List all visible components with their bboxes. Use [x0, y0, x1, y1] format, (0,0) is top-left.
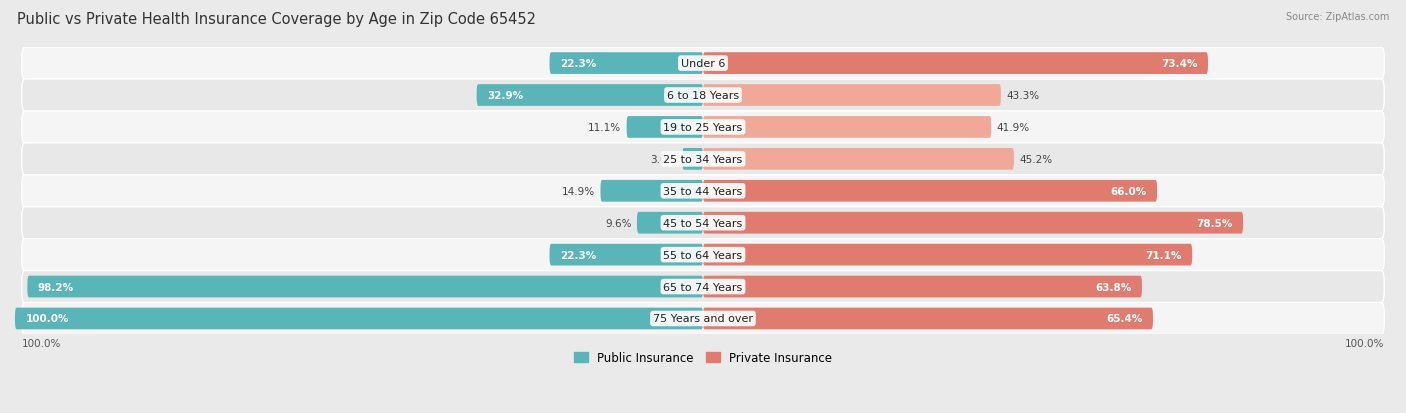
Text: 63.8%: 63.8% [1095, 282, 1132, 292]
FancyBboxPatch shape [703, 53, 1208, 75]
FancyBboxPatch shape [21, 176, 1385, 207]
Text: Under 6: Under 6 [681, 59, 725, 69]
Text: 98.2%: 98.2% [38, 282, 75, 292]
FancyBboxPatch shape [703, 244, 1192, 266]
Text: 55 to 64 Years: 55 to 64 Years [664, 250, 742, 260]
FancyBboxPatch shape [703, 276, 1142, 298]
FancyBboxPatch shape [15, 308, 703, 330]
FancyBboxPatch shape [703, 212, 1243, 234]
Text: 71.1%: 71.1% [1146, 250, 1182, 260]
Text: 6 to 18 Years: 6 to 18 Years [666, 91, 740, 101]
FancyBboxPatch shape [21, 48, 1385, 80]
Text: 75 Years and over: 75 Years and over [652, 314, 754, 324]
Text: 9.6%: 9.6% [605, 218, 631, 228]
FancyBboxPatch shape [21, 207, 1385, 239]
FancyBboxPatch shape [21, 303, 1385, 335]
FancyBboxPatch shape [600, 180, 703, 202]
Text: 73.4%: 73.4% [1161, 59, 1198, 69]
Text: Source: ZipAtlas.com: Source: ZipAtlas.com [1285, 12, 1389, 22]
FancyBboxPatch shape [477, 85, 703, 107]
Text: Public vs Private Health Insurance Coverage by Age in Zip Code 65452: Public vs Private Health Insurance Cover… [17, 12, 536, 27]
Text: 78.5%: 78.5% [1197, 218, 1233, 228]
Text: 25 to 34 Years: 25 to 34 Years [664, 154, 742, 164]
Text: 41.9%: 41.9% [997, 123, 1031, 133]
FancyBboxPatch shape [703, 149, 1014, 170]
Text: 19 to 25 Years: 19 to 25 Years [664, 123, 742, 133]
FancyBboxPatch shape [21, 144, 1385, 176]
FancyBboxPatch shape [703, 308, 1153, 330]
FancyBboxPatch shape [637, 212, 703, 234]
FancyBboxPatch shape [703, 85, 1001, 107]
Text: 11.1%: 11.1% [588, 123, 621, 133]
Legend: Public Insurance, Private Insurance: Public Insurance, Private Insurance [569, 347, 837, 369]
Text: 35 to 44 Years: 35 to 44 Years [664, 186, 742, 196]
Text: 100.0%: 100.0% [1344, 338, 1384, 349]
FancyBboxPatch shape [703, 180, 1157, 202]
Text: 45 to 54 Years: 45 to 54 Years [664, 218, 742, 228]
FancyBboxPatch shape [21, 271, 1385, 303]
Text: 45.2%: 45.2% [1019, 154, 1053, 164]
FancyBboxPatch shape [21, 80, 1385, 112]
FancyBboxPatch shape [703, 117, 991, 138]
FancyBboxPatch shape [27, 276, 703, 298]
Text: 22.3%: 22.3% [560, 59, 596, 69]
FancyBboxPatch shape [550, 53, 703, 75]
Text: 32.9%: 32.9% [486, 91, 523, 101]
Text: 22.3%: 22.3% [560, 250, 596, 260]
FancyBboxPatch shape [550, 244, 703, 266]
Text: 65.4%: 65.4% [1107, 314, 1143, 324]
Text: 65 to 74 Years: 65 to 74 Years [664, 282, 742, 292]
FancyBboxPatch shape [21, 112, 1385, 144]
Text: 43.3%: 43.3% [1007, 91, 1039, 101]
FancyBboxPatch shape [21, 239, 1385, 271]
Text: 100.0%: 100.0% [22, 338, 62, 349]
Text: 66.0%: 66.0% [1111, 186, 1147, 196]
Text: 14.9%: 14.9% [562, 186, 595, 196]
Text: 100.0%: 100.0% [25, 314, 69, 324]
Text: 3.0%: 3.0% [651, 154, 676, 164]
FancyBboxPatch shape [682, 149, 703, 170]
FancyBboxPatch shape [627, 117, 703, 138]
